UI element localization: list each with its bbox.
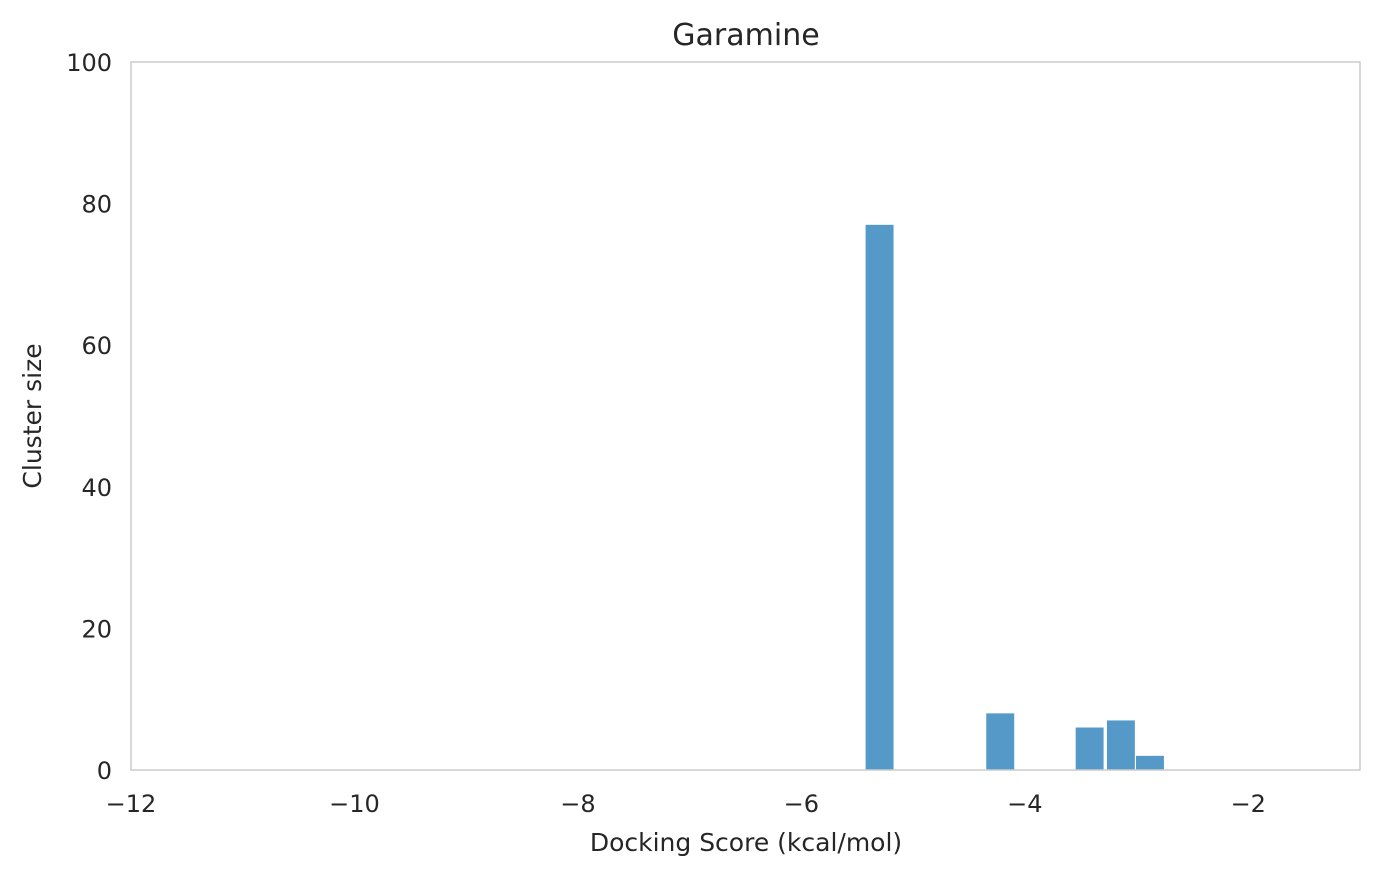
- y-tick-label: 0: [97, 757, 112, 785]
- x-tick-label: −10: [329, 790, 380, 818]
- x-ticks: −12 −10 −8 −6 −4 −2: [106, 790, 1266, 818]
- plot-frame: [130, 61, 1361, 771]
- x-tick-label: −8: [560, 790, 595, 818]
- y-ticks: 0 20 40 60 80 100: [66, 49, 112, 785]
- y-axis-label: Cluster size: [18, 343, 47, 488]
- x-tick-label: −6: [784, 790, 819, 818]
- bars-layer: [865, 224, 1164, 771]
- bar-0: [865, 224, 894, 771]
- y-tick-label: 100: [66, 49, 112, 77]
- y-tick-label: 20: [81, 615, 112, 643]
- bar-2: [1075, 727, 1104, 770]
- x-axis-label: Docking Score (kcal/mol): [590, 828, 902, 857]
- y-tick-label: 40: [81, 474, 112, 502]
- x-tick-label: −4: [1007, 790, 1042, 818]
- bar-1: [986, 713, 1015, 770]
- x-tick-label: −12: [106, 790, 157, 818]
- chart-title: Garamine: [672, 18, 819, 53]
- bar-4: [1135, 755, 1164, 770]
- y-tick-label: 80: [81, 191, 112, 219]
- bar-3: [1106, 720, 1135, 770]
- x-tick-label: −2: [1231, 790, 1266, 818]
- y-tick-label: 60: [81, 332, 112, 360]
